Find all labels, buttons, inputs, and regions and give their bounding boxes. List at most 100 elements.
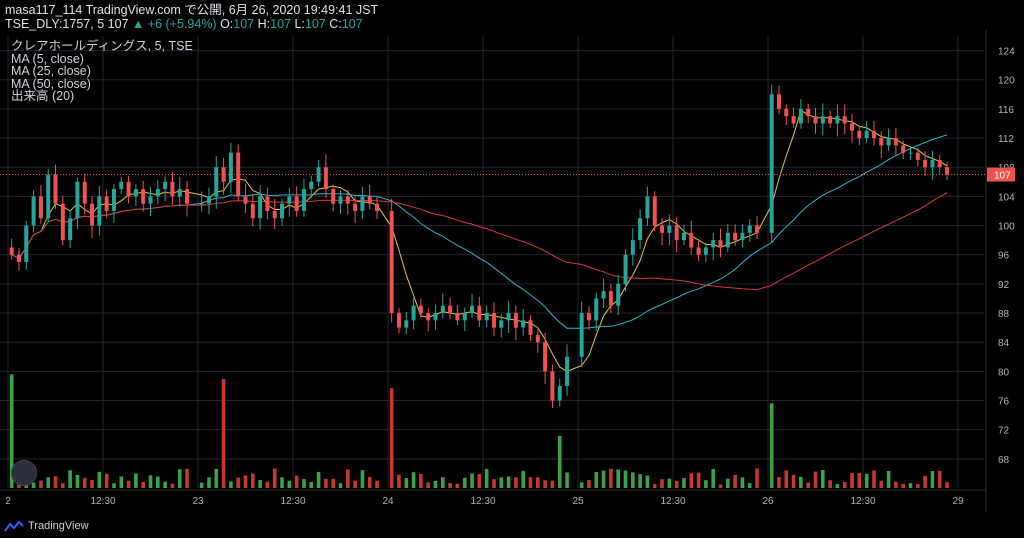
volume-bar bbox=[31, 482, 36, 488]
candle-body bbox=[528, 320, 533, 335]
candle-body bbox=[170, 181, 175, 197]
candle-body bbox=[206, 196, 211, 204]
indicator-legend: クレアホールディングス, 5, TSE MA (5, close) MA (25… bbox=[11, 40, 193, 103]
candle-body bbox=[97, 196, 102, 226]
candle-body bbox=[411, 305, 416, 321]
high-value: 107 bbox=[270, 17, 291, 31]
volume-bar bbox=[397, 474, 401, 488]
legend-ma25[interactable]: MA (25, close) bbox=[11, 64, 91, 78]
volume-bar bbox=[894, 481, 898, 488]
legend-symbol[interactable]: クレアホールディングス, 5, TSE bbox=[11, 39, 193, 53]
x-tick-label: 12:30 bbox=[660, 496, 685, 507]
candle-body bbox=[389, 210, 394, 314]
volume-bar bbox=[207, 477, 211, 488]
candle-body bbox=[718, 240, 723, 248]
candle-body bbox=[396, 313, 401, 328]
y-tick-label: 116 bbox=[998, 105, 1014, 116]
candle-body bbox=[565, 356, 570, 386]
volume-bar bbox=[777, 477, 781, 488]
candle-body bbox=[543, 342, 548, 372]
y-tick-label: 124 bbox=[998, 47, 1015, 58]
volume-bar bbox=[411, 472, 416, 488]
low-label: L: bbox=[294, 17, 305, 31]
candle-body bbox=[243, 196, 248, 204]
volume-bar bbox=[711, 468, 715, 488]
volume-bar bbox=[842, 482, 847, 488]
volume-bar bbox=[667, 478, 672, 488]
candle-body bbox=[360, 196, 365, 211]
candle-body bbox=[287, 196, 292, 204]
y-tick-label: 96 bbox=[998, 251, 1010, 262]
candle-body bbox=[521, 320, 526, 328]
volume-bar bbox=[850, 473, 854, 488]
volume-bar bbox=[740, 477, 745, 488]
legend-ma50[interactable]: MA (50, close) bbox=[11, 76, 91, 91]
candle-body bbox=[513, 313, 518, 328]
candle-body bbox=[652, 196, 657, 226]
y-tick-label: 80 bbox=[998, 367, 1010, 378]
volume-bar bbox=[945, 482, 949, 488]
volume-bar bbox=[404, 477, 409, 488]
candle-body bbox=[90, 203, 95, 226]
candle-body bbox=[141, 189, 146, 204]
volume-bar bbox=[492, 479, 496, 488]
volume-bar bbox=[631, 472, 635, 488]
candle-body bbox=[499, 320, 504, 328]
x-tick-label: 25 bbox=[572, 496, 584, 507]
candle-body bbox=[594, 298, 599, 321]
legend-ma5[interactable]: MA (5, close) bbox=[11, 51, 84, 66]
candle-body bbox=[221, 167, 226, 182]
volume-bar bbox=[543, 480, 547, 488]
candle-body bbox=[550, 371, 555, 401]
candle-body bbox=[747, 225, 752, 233]
price-change: ▲ +6 (+5.94%) bbox=[131, 17, 217, 31]
volume-bar bbox=[484, 469, 489, 488]
candle-body bbox=[177, 189, 182, 197]
volume-bar bbox=[9, 374, 14, 488]
close-label: C: bbox=[329, 17, 342, 31]
candle-body bbox=[82, 181, 87, 204]
candle-body bbox=[660, 225, 665, 233]
candle-body bbox=[923, 159, 928, 168]
candle-body bbox=[433, 313, 438, 321]
y-tick-label: 100 bbox=[998, 222, 1015, 233]
volume-bar bbox=[923, 475, 927, 488]
candle-body bbox=[893, 138, 898, 146]
volume-bar bbox=[272, 468, 277, 488]
volume-bar bbox=[426, 482, 430, 488]
candle-body bbox=[440, 305, 445, 314]
volume-bar bbox=[908, 483, 913, 488]
candle-body bbox=[104, 196, 109, 211]
candle-body bbox=[484, 313, 489, 321]
volume-bar bbox=[68, 470, 72, 488]
candle-body bbox=[901, 145, 906, 153]
volume-bar bbox=[141, 481, 145, 488]
candle-body bbox=[828, 116, 833, 124]
volume-bar bbox=[499, 477, 504, 488]
candle-body bbox=[236, 152, 241, 197]
candle-body bbox=[601, 291, 606, 299]
volume-bar bbox=[682, 478, 686, 488]
volume-bar bbox=[638, 474, 642, 488]
candle-body bbox=[871, 130, 876, 139]
legend-volume[interactable]: 出来高 (20) bbox=[11, 89, 75, 103]
volume-bar bbox=[448, 483, 452, 488]
volume-bar bbox=[579, 482, 584, 488]
volume-bar bbox=[433, 480, 438, 488]
volume-bar bbox=[916, 484, 920, 488]
candle-body bbox=[623, 254, 628, 284]
volume-bar bbox=[930, 471, 935, 488]
candle-body bbox=[31, 196, 36, 226]
volume-bar bbox=[389, 388, 394, 488]
candle-body bbox=[850, 123, 855, 131]
y-tick-label: 104 bbox=[998, 192, 1015, 203]
x-tick-label: 26 bbox=[762, 496, 774, 507]
candle-body bbox=[645, 196, 650, 219]
candle-body bbox=[674, 225, 679, 241]
candle-body bbox=[945, 167, 950, 175]
volume-bar bbox=[514, 477, 518, 488]
volume-bar bbox=[316, 471, 321, 488]
volume-bar bbox=[784, 470, 789, 488]
candle-body bbox=[258, 196, 263, 219]
